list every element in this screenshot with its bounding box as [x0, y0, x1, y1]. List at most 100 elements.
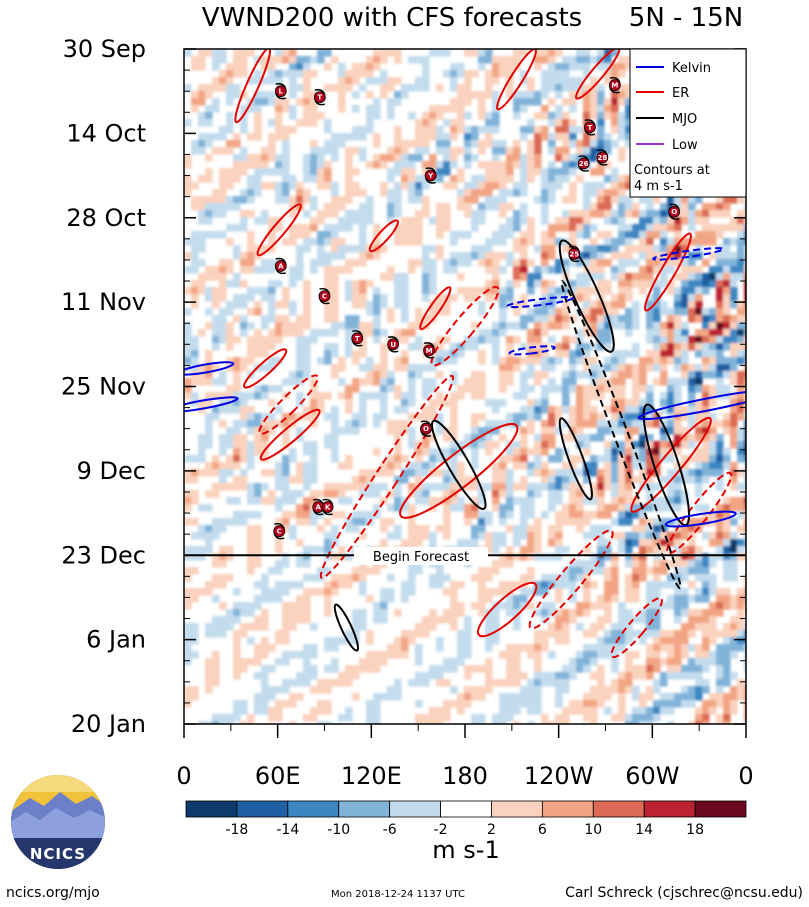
- field-cell: [646, 602, 654, 610]
- field-cell: [604, 175, 612, 183]
- field-cell: [422, 294, 430, 302]
- field-cell: [205, 434, 213, 442]
- field-cell: [520, 301, 528, 309]
- field-cell: [310, 196, 318, 204]
- field-cell: [597, 126, 605, 134]
- field-cell: [450, 126, 458, 134]
- field-cell: [639, 707, 647, 715]
- field-cell: [590, 623, 598, 631]
- field-cell: [205, 623, 213, 631]
- field-cell: [723, 266, 731, 274]
- field-cell: [730, 238, 738, 246]
- field-cell: [310, 686, 318, 694]
- field-cell: [303, 651, 311, 659]
- field-cell: [212, 322, 220, 330]
- field-cell: [352, 350, 360, 358]
- field-cell: [303, 336, 311, 344]
- field-cell: [261, 98, 269, 106]
- field-cell: [660, 658, 668, 666]
- field-cell: [744, 518, 746, 526]
- field-cell: [401, 469, 409, 477]
- field-cell: [422, 112, 430, 120]
- field-cell: [541, 385, 549, 393]
- field-cell: [240, 721, 248, 724]
- field-cell: [737, 483, 745, 491]
- field-cell: [555, 224, 563, 232]
- field-cell: [282, 658, 290, 666]
- field-cell: [737, 497, 745, 505]
- field-cell: [632, 448, 640, 456]
- field-cell: [429, 616, 437, 624]
- field-cell: [590, 490, 598, 498]
- field-cell: [534, 651, 542, 659]
- field-cell: [457, 602, 465, 610]
- field-cell: [569, 483, 577, 491]
- field-cell: [625, 483, 633, 491]
- field-cell: [331, 133, 339, 141]
- field-cell: [618, 686, 626, 694]
- field-cell: [450, 427, 458, 435]
- field-cell: [261, 686, 269, 694]
- field-cell: [464, 378, 472, 386]
- field-cell: [394, 441, 402, 449]
- field-cell: [723, 294, 731, 302]
- field-cell: [268, 294, 276, 302]
- field-cell: [366, 595, 374, 603]
- field-cell: [212, 406, 220, 414]
- field-cell: [422, 679, 430, 687]
- field-cell: [478, 182, 486, 190]
- field-cell: [583, 245, 591, 253]
- field-cell: [562, 63, 570, 71]
- field-cell: [520, 322, 528, 330]
- field-cell: [457, 112, 465, 120]
- field-cell: [464, 210, 472, 218]
- field-cell: [569, 56, 577, 64]
- field-cell: [527, 168, 535, 176]
- field-cell: [492, 175, 500, 183]
- field-cell: [443, 469, 451, 477]
- field-cell: [520, 294, 528, 302]
- field-cell: [639, 217, 647, 225]
- field-cell: [604, 287, 612, 295]
- field-cell: [247, 490, 255, 498]
- field-cell: [254, 539, 262, 547]
- field-cell: [478, 665, 486, 673]
- field-cell: [562, 210, 570, 218]
- field-cell: [226, 147, 234, 155]
- field-cell: [296, 672, 304, 680]
- field-cell: [660, 441, 668, 449]
- field-cell: [219, 266, 227, 274]
- field-cell: [695, 273, 703, 281]
- field-cell: [247, 133, 255, 141]
- field-cell: [422, 497, 430, 505]
- field-cell: [198, 399, 206, 407]
- field-cell: [632, 273, 640, 281]
- field-cell: [366, 91, 374, 99]
- field-cell: [205, 105, 213, 113]
- field-cell: [590, 672, 598, 680]
- field-cell: [590, 273, 598, 281]
- field-cell: [366, 357, 374, 365]
- field-cell: [408, 588, 416, 596]
- field-cell: [618, 273, 626, 281]
- field-cell: [205, 525, 213, 533]
- field-cell: [212, 392, 220, 400]
- field-cell: [324, 210, 332, 218]
- field-cell: [324, 392, 332, 400]
- field-cell: [681, 364, 689, 372]
- field-cell: [184, 686, 192, 694]
- field-cell: [723, 238, 731, 246]
- field-cell: [233, 168, 241, 176]
- field-cell: [422, 273, 430, 281]
- field-cell: [310, 140, 318, 148]
- field-cell: [723, 448, 731, 456]
- field-cell: [457, 462, 465, 470]
- field-cell: [590, 644, 598, 652]
- field-cell: [716, 420, 724, 428]
- field-cell: [646, 651, 654, 659]
- field-cell: [464, 434, 472, 442]
- field-cell: [240, 665, 248, 673]
- field-cell: [681, 532, 689, 540]
- field-cell: [184, 658, 192, 666]
- field-cell: [618, 539, 626, 547]
